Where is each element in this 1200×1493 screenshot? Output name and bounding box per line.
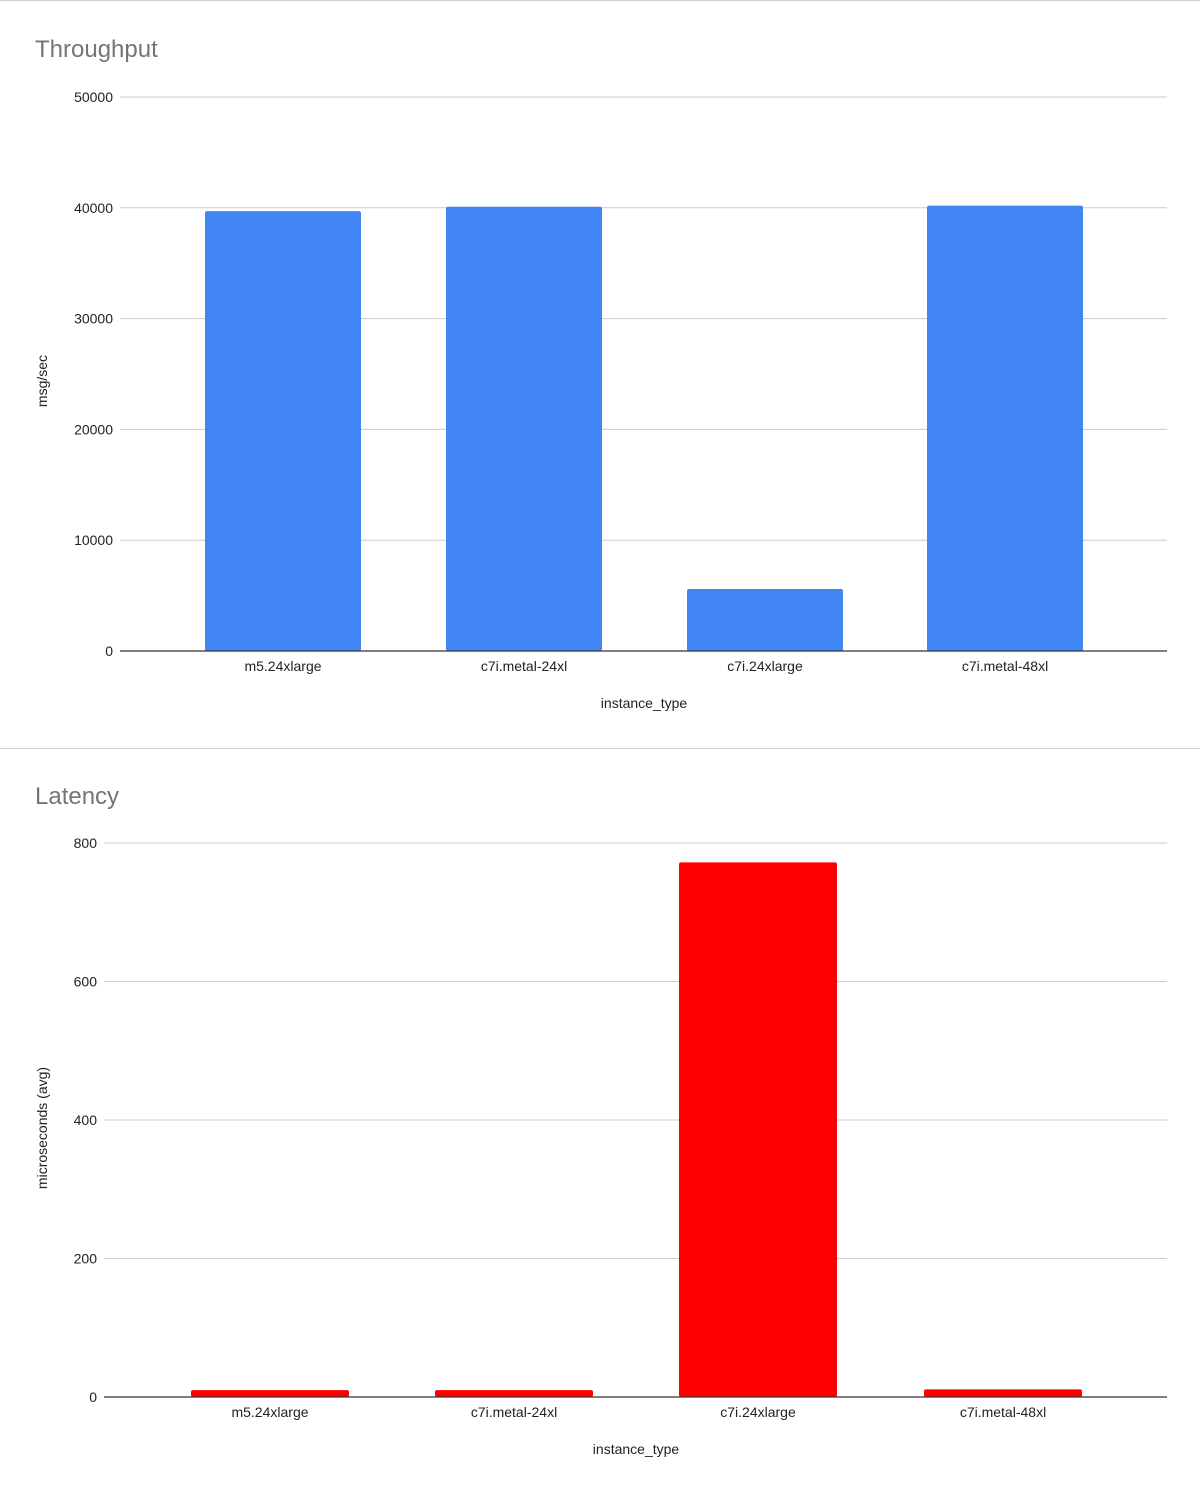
y-tick-label: 0: [89, 1389, 97, 1405]
x-tick-label: c7i.24xlarge: [727, 658, 803, 674]
panel-divider: [0, 0, 1200, 1]
x-tick-label: c7i.metal-48xl: [962, 658, 1048, 674]
x-tick-label: c7i.metal-24xl: [471, 1404, 557, 1420]
x-tick-label: c7i.24xlarge: [720, 1404, 796, 1420]
y-axis-title: msg/sec: [34, 355, 50, 407]
bar-c7i.metal-48xl: [924, 1389, 1082, 1397]
throughput-chart-panel: Throughput 0 10000 20000 30000 40000 50000 m5.…: [0, 0, 1200, 711]
x-axis-title: instance_type: [601, 695, 688, 711]
y-axis-title: microseconds (avg): [34, 1067, 50, 1189]
latency-chart-panel: Latency 0 200 400 600 800 m5.24xlarge c7i.meta…: [0, 748, 1200, 1493]
bar-m5.24xlarge: [205, 211, 361, 651]
bar-c7i.24xlarge: [687, 588, 843, 651]
bar-c7i.24xlarge: [679, 862, 837, 1397]
y-tick-label: 40000: [74, 200, 113, 216]
y-tick-label: 600: [74, 974, 98, 990]
throughput-bar-chart: 0 10000 20000 30000 40000 50000 m5.24xlarge c7i…: [34, 89, 1167, 711]
latency-bar-chart: 0 200 400 600 800 m5.24xlarge c7i.metal-24xl c7…: [34, 835, 1167, 1457]
x-tick-label: c7i.metal-48xl: [960, 1404, 1046, 1420]
chart-title: Throughput: [35, 36, 158, 63]
y-tick-label: 30000: [74, 311, 113, 327]
bar-c7i.metal-24xl: [435, 1390, 593, 1397]
x-tick-label: m5.24xlarge: [231, 1404, 308, 1420]
x-tick-label: c7i.metal-24xl: [481, 658, 567, 674]
y-tick-label: 10000: [74, 532, 113, 548]
y-tick-label: 20000: [74, 421, 113, 437]
y-tick-label: 0: [105, 643, 113, 659]
x-axis-title: instance_type: [593, 1441, 680, 1457]
bar-c7i.metal-48xl: [927, 205, 1083, 652]
y-tick-label: 800: [74, 835, 98, 851]
y-tick-label: 50000: [74, 89, 113, 105]
panel-divider: [0, 748, 1200, 749]
chart-title: Latency: [35, 783, 120, 810]
bar-m5.24xlarge: [191, 1390, 349, 1397]
x-tick-label: m5.24xlarge: [244, 658, 321, 674]
y-tick-label: 200: [74, 1251, 98, 1267]
y-tick-label: 400: [74, 1112, 98, 1128]
bar-c7i.metal-24xl: [446, 206, 602, 651]
